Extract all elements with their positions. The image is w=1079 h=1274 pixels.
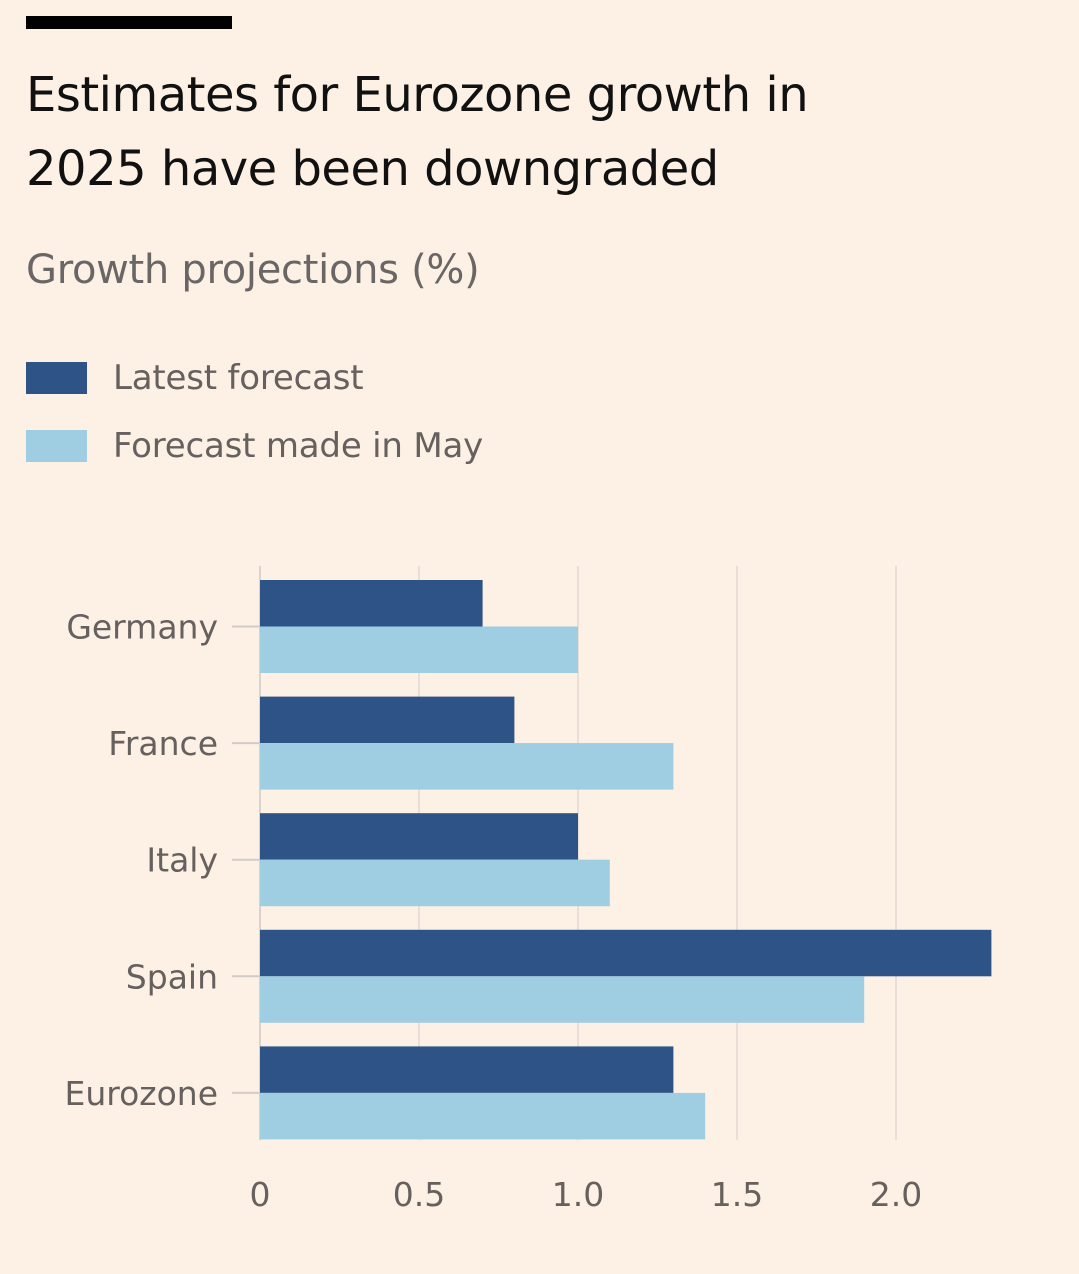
bar-italy-latest [260, 813, 578, 860]
category-label-spain: Spain [126, 957, 218, 996]
legend-swatch-latest [26, 362, 87, 394]
category-label-france: France [108, 724, 218, 763]
x-tick-label: 1.0 [552, 1175, 604, 1214]
bars [260, 580, 992, 1140]
legend-item-may: Forecast made in May [26, 412, 483, 480]
top-rule [26, 16, 232, 29]
category-axis: Germany France Italy Spain Eurozone [64, 608, 260, 1113]
bar-italy-may [260, 859, 610, 907]
bar-france-may [260, 743, 674, 790]
legend-swatch-may [26, 430, 87, 462]
bar-germany-may [260, 626, 578, 673]
legend-label-may: Forecast made in May [113, 426, 484, 466]
chart-title-line-1: Estimates for Eurozone growth in [26, 67, 809, 123]
bar-spain-latest [260, 929, 992, 977]
chart-title-line-2: 2025 have been downgraded [26, 141, 719, 197]
x-tick-label: 2.0 [870, 1175, 922, 1214]
x-tick-label: 0.5 [393, 1175, 445, 1214]
category-label-italy: Italy [146, 841, 218, 880]
x-tick-label: 1.5 [711, 1175, 763, 1214]
value-axis: 0 0.5 1.0 1.5 2.0 [250, 1175, 923, 1214]
bar-france-latest [260, 696, 515, 744]
bar-eurozone-latest [260, 1046, 674, 1093]
bar-eurozone-may [260, 1092, 706, 1140]
category-label-eurozone: Eurozone [64, 1074, 218, 1113]
legend-item-latest: Latest forecast [26, 344, 483, 412]
chart-subtitle: Growth projections (%) [26, 247, 480, 293]
legend-label-latest: Latest forecast [113, 358, 364, 398]
x-tick-label: 0 [250, 1175, 271, 1214]
chart-title: Estimates for Eurozone growth in 2025 ha… [26, 58, 1026, 206]
legend: Latest forecast Forecast made in May [26, 344, 483, 480]
bar-spain-may [260, 976, 865, 1023]
bar-germany-latest [260, 580, 483, 627]
category-label-germany: Germany [66, 608, 218, 647]
